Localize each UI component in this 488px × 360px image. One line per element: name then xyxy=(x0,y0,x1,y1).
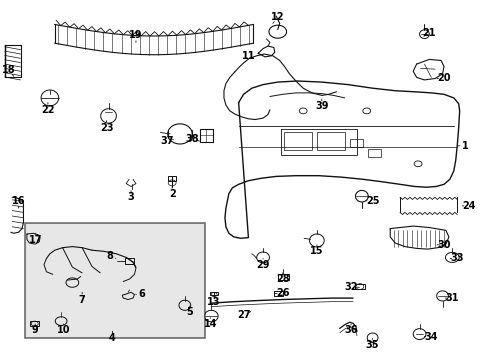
Text: 18: 18 xyxy=(2,65,16,75)
Text: 1: 1 xyxy=(461,141,468,151)
Text: 14: 14 xyxy=(203,319,217,329)
Bar xyxy=(210,292,218,295)
Bar xyxy=(25,223,205,338)
Bar xyxy=(349,139,363,147)
Text: 13: 13 xyxy=(207,297,221,307)
Text: 19: 19 xyxy=(129,30,142,40)
Text: 15: 15 xyxy=(309,246,323,256)
Text: 34: 34 xyxy=(424,332,437,342)
Text: 17: 17 xyxy=(28,235,42,246)
Text: 32: 32 xyxy=(344,282,357,292)
Bar xyxy=(30,321,39,326)
Text: 12: 12 xyxy=(270,12,284,22)
Text: 5: 5 xyxy=(186,307,193,318)
Text: 22: 22 xyxy=(41,105,55,115)
Text: 9: 9 xyxy=(32,325,39,336)
Text: 24: 24 xyxy=(462,201,475,211)
Text: 37: 37 xyxy=(160,136,174,146)
Bar xyxy=(281,129,356,155)
Text: 36: 36 xyxy=(344,325,357,336)
Bar xyxy=(367,149,381,157)
Text: 33: 33 xyxy=(449,253,463,264)
Text: 16: 16 xyxy=(12,196,25,206)
Bar xyxy=(316,132,345,150)
Text: 26: 26 xyxy=(275,288,289,298)
Text: 27: 27 xyxy=(236,310,250,320)
Text: 23: 23 xyxy=(100,123,113,133)
Text: 4: 4 xyxy=(109,333,116,343)
Text: 29: 29 xyxy=(256,260,269,270)
Text: 3: 3 xyxy=(127,192,134,202)
Bar xyxy=(168,176,176,181)
Bar xyxy=(283,132,311,150)
Text: 2: 2 xyxy=(168,189,175,199)
Bar xyxy=(199,129,213,142)
Bar xyxy=(273,291,282,296)
Text: 21: 21 xyxy=(422,28,435,38)
Bar xyxy=(124,258,134,264)
Bar xyxy=(354,284,365,289)
Text: 6: 6 xyxy=(138,289,145,300)
Text: 8: 8 xyxy=(106,251,113,261)
Text: 35: 35 xyxy=(365,340,379,350)
Text: 10: 10 xyxy=(57,325,70,336)
Bar xyxy=(277,274,288,280)
Text: 30: 30 xyxy=(436,240,450,250)
Text: 31: 31 xyxy=(445,293,458,303)
Text: 39: 39 xyxy=(314,101,328,111)
Text: 25: 25 xyxy=(365,196,379,206)
Text: 28: 28 xyxy=(275,274,289,284)
Text: 11: 11 xyxy=(241,51,255,61)
Text: 38: 38 xyxy=(184,134,198,144)
Text: 20: 20 xyxy=(436,73,450,84)
Text: 7: 7 xyxy=(79,294,85,305)
